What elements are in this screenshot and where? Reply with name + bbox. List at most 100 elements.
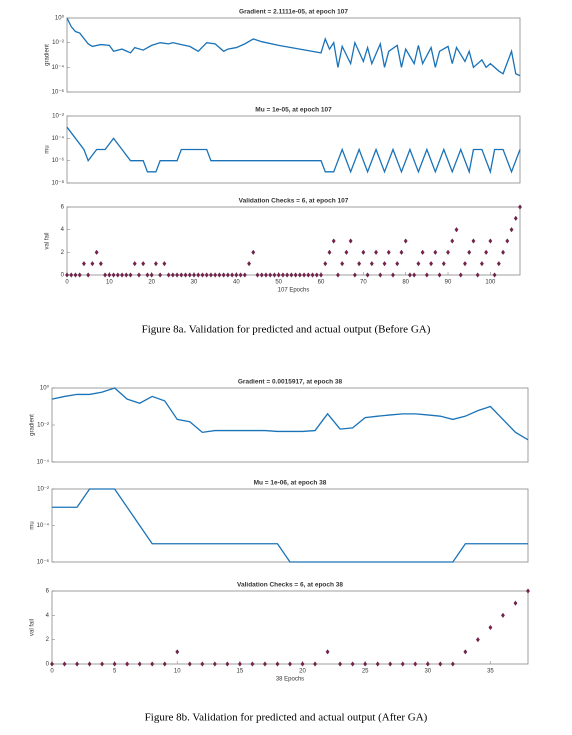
caption: Figure 8a. Validation for predicted and … (142, 324, 431, 336)
point-marker (505, 238, 510, 244)
caption: Figure 8b. Validation for predicted and … (145, 712, 428, 724)
x-tick-label: 0 (65, 280, 69, 286)
point-marker (225, 661, 230, 667)
point-marker (65, 272, 69, 278)
point-marker (475, 637, 480, 643)
point-marker (87, 661, 92, 667)
point-marker (149, 272, 154, 278)
y-tick-label: 10⁻² (37, 487, 49, 493)
plot-title: Mu = 1e-06, at epoch 38 (254, 480, 327, 487)
point-marker (187, 661, 192, 667)
point-marker (69, 272, 74, 278)
x-tick-label: 80 (402, 280, 409, 286)
x-tick-label: 90 (445, 280, 452, 286)
y-tick-label: 10⁻² (52, 40, 64, 46)
point-marker (425, 661, 430, 667)
point-marker (441, 261, 446, 267)
point-marker (94, 249, 99, 255)
point-marker (132, 261, 137, 267)
point-marker (90, 261, 95, 267)
point-marker (264, 272, 268, 278)
point-marker (221, 272, 226, 278)
point-marker (300, 661, 305, 667)
point-marker (50, 661, 54, 667)
point-marker (513, 215, 518, 221)
point-marker (162, 261, 167, 267)
point-marker (86, 272, 91, 278)
point-marker (175, 649, 180, 655)
point-marker (158, 272, 163, 278)
point-marker (340, 261, 345, 267)
point-marker (275, 661, 280, 667)
point-marker (242, 272, 247, 278)
y-tick-label: 10⁻² (52, 114, 64, 120)
y-tick-label: 10⁻⁴ (37, 522, 50, 529)
x-tick-label: 0 (50, 669, 54, 675)
x-axis-label: 38 Epochs (276, 677, 304, 683)
series-line (52, 488, 528, 563)
point-marker (183, 272, 188, 278)
point-marker (350, 661, 355, 667)
y-tick-label: 4 (61, 227, 65, 233)
series-line (51, 387, 529, 441)
point-marker (234, 272, 239, 278)
point-marker (327, 249, 332, 255)
y-tick-label: 10⁻⁶ (37, 559, 50, 566)
point-marker (238, 272, 243, 278)
point-marker (463, 649, 468, 655)
y-axis-label: val fail (45, 232, 51, 249)
point-marker (306, 272, 311, 278)
point-marker (313, 661, 317, 667)
point-marker (319, 272, 323, 278)
y-tick-label: 4 (46, 613, 50, 619)
point-marker (192, 272, 196, 278)
point-marker (446, 249, 450, 255)
point-marker (281, 272, 285, 278)
point-marker (217, 272, 222, 278)
point-marker (400, 661, 405, 667)
point-marker (501, 612, 505, 618)
point-marker (196, 272, 201, 278)
point-marker (365, 272, 370, 278)
plot-frame (51, 488, 529, 563)
point-marker (128, 272, 133, 278)
point-marker (314, 272, 319, 278)
x-tick-label: 60 (318, 280, 325, 286)
point-marker (125, 661, 130, 667)
point-marker (62, 661, 67, 667)
plot-title: Validation Checks = 6, at epoch 107 (239, 198, 349, 205)
point-marker (209, 272, 213, 278)
point-marker (388, 661, 393, 667)
point-marker (285, 272, 290, 278)
y-tick-label: 10⁻⁶ (52, 89, 65, 96)
point-marker (429, 261, 434, 267)
x-tick-label: 15 (237, 669, 244, 675)
point-marker (73, 272, 78, 278)
x-tick-label: 70 (360, 280, 367, 286)
x-tick-label: 50 (275, 280, 282, 286)
point-marker (120, 272, 124, 278)
point-marker (297, 272, 302, 278)
point-marker (412, 272, 417, 278)
y-tick-label: 10⁰ (40, 385, 50, 392)
point-marker (263, 661, 267, 667)
point-marker (141, 261, 146, 267)
point-marker (250, 661, 255, 667)
y-tick-label: 2 (61, 250, 65, 256)
point-marker (378, 272, 383, 278)
point-marker (386, 249, 391, 255)
series-line (66, 17, 521, 77)
point-marker (336, 272, 340, 278)
point-marker (382, 261, 387, 267)
point-marker (375, 661, 380, 667)
point-marker (272, 272, 277, 278)
plot-frame (66, 115, 521, 184)
point-marker (150, 661, 155, 667)
point-marker (331, 238, 336, 244)
plot-title: Validation Checks = 6, at epoch 38 (237, 582, 343, 589)
point-marker (310, 272, 315, 278)
point-marker (433, 249, 438, 255)
point-marker (416, 261, 421, 267)
point-marker (98, 261, 103, 267)
point-marker (288, 661, 292, 667)
